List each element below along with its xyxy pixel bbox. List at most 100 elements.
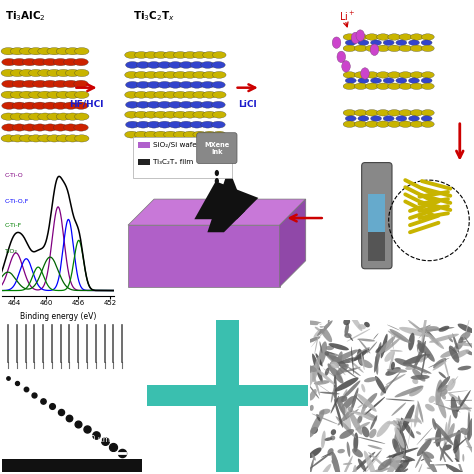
Ellipse shape [343,463,352,465]
Bar [217,320,238,472]
Bar [2,358,142,365]
Ellipse shape [349,411,362,435]
Bar [2,419,142,426]
Ellipse shape [365,397,385,414]
Ellipse shape [438,439,448,469]
Polygon shape [128,199,306,225]
Bar [2,328,142,335]
Ellipse shape [358,40,369,46]
Ellipse shape [126,121,139,128]
Ellipse shape [12,102,27,109]
Ellipse shape [74,124,88,131]
Ellipse shape [328,448,334,456]
Ellipse shape [452,333,460,355]
Ellipse shape [402,354,430,365]
FancyBboxPatch shape [362,163,392,269]
Ellipse shape [388,121,401,128]
Ellipse shape [337,351,343,367]
Ellipse shape [355,347,370,358]
Ellipse shape [421,78,432,83]
Ellipse shape [317,320,333,336]
Ellipse shape [183,91,197,98]
Ellipse shape [158,82,172,88]
Ellipse shape [309,385,319,399]
Ellipse shape [164,111,177,118]
Ellipse shape [349,410,366,415]
Ellipse shape [125,131,138,138]
Ellipse shape [383,116,394,121]
Ellipse shape [452,379,455,383]
Ellipse shape [74,80,88,88]
Ellipse shape [394,386,423,397]
Ellipse shape [330,436,335,440]
Ellipse shape [147,82,161,88]
Ellipse shape [417,345,419,354]
Ellipse shape [125,111,138,118]
Ellipse shape [190,101,204,108]
Ellipse shape [201,121,214,128]
Bar [2,464,142,472]
Ellipse shape [164,131,177,138]
Bar [2,426,142,434]
Ellipse shape [193,91,207,98]
Ellipse shape [399,109,412,116]
Bar [147,385,308,406]
Ellipse shape [135,91,148,98]
Ellipse shape [354,349,369,361]
Point [13,380,20,387]
Ellipse shape [449,405,456,413]
Ellipse shape [361,401,367,416]
Ellipse shape [393,459,410,474]
Ellipse shape [363,393,377,409]
Ellipse shape [1,113,16,120]
Ellipse shape [410,45,423,52]
Ellipse shape [392,334,393,349]
Ellipse shape [65,135,80,142]
Text: d: d [153,321,161,331]
Ellipse shape [144,91,158,98]
Ellipse shape [370,415,377,430]
Ellipse shape [345,116,356,121]
Ellipse shape [367,341,377,354]
Ellipse shape [331,458,337,464]
Ellipse shape [388,331,407,342]
Ellipse shape [135,131,148,138]
Ellipse shape [345,323,349,336]
Ellipse shape [28,91,43,99]
Ellipse shape [442,445,452,450]
Ellipse shape [387,325,400,330]
Ellipse shape [56,135,71,142]
Ellipse shape [449,346,459,363]
Ellipse shape [444,358,449,378]
Ellipse shape [410,109,423,116]
Ellipse shape [179,121,193,128]
Ellipse shape [343,121,356,128]
Ellipse shape [326,353,347,367]
Ellipse shape [325,351,329,356]
Ellipse shape [421,116,432,121]
Ellipse shape [357,415,363,424]
Ellipse shape [448,392,471,411]
Ellipse shape [144,131,158,138]
Ellipse shape [420,458,426,461]
Ellipse shape [376,420,391,437]
Ellipse shape [354,45,367,52]
Ellipse shape [348,410,377,421]
Ellipse shape [19,69,34,77]
Ellipse shape [22,80,37,88]
Ellipse shape [212,111,226,118]
Ellipse shape [135,52,148,58]
Bar [368,232,385,261]
Ellipse shape [465,350,473,355]
Ellipse shape [347,366,361,376]
Ellipse shape [446,464,469,474]
Ellipse shape [354,34,367,40]
Bar [2,350,142,358]
Ellipse shape [425,404,435,411]
Ellipse shape [169,62,182,68]
Ellipse shape [312,372,320,396]
Point [30,391,38,399]
Text: LiCl: LiCl [238,100,257,109]
Ellipse shape [310,427,318,434]
Ellipse shape [319,409,330,415]
